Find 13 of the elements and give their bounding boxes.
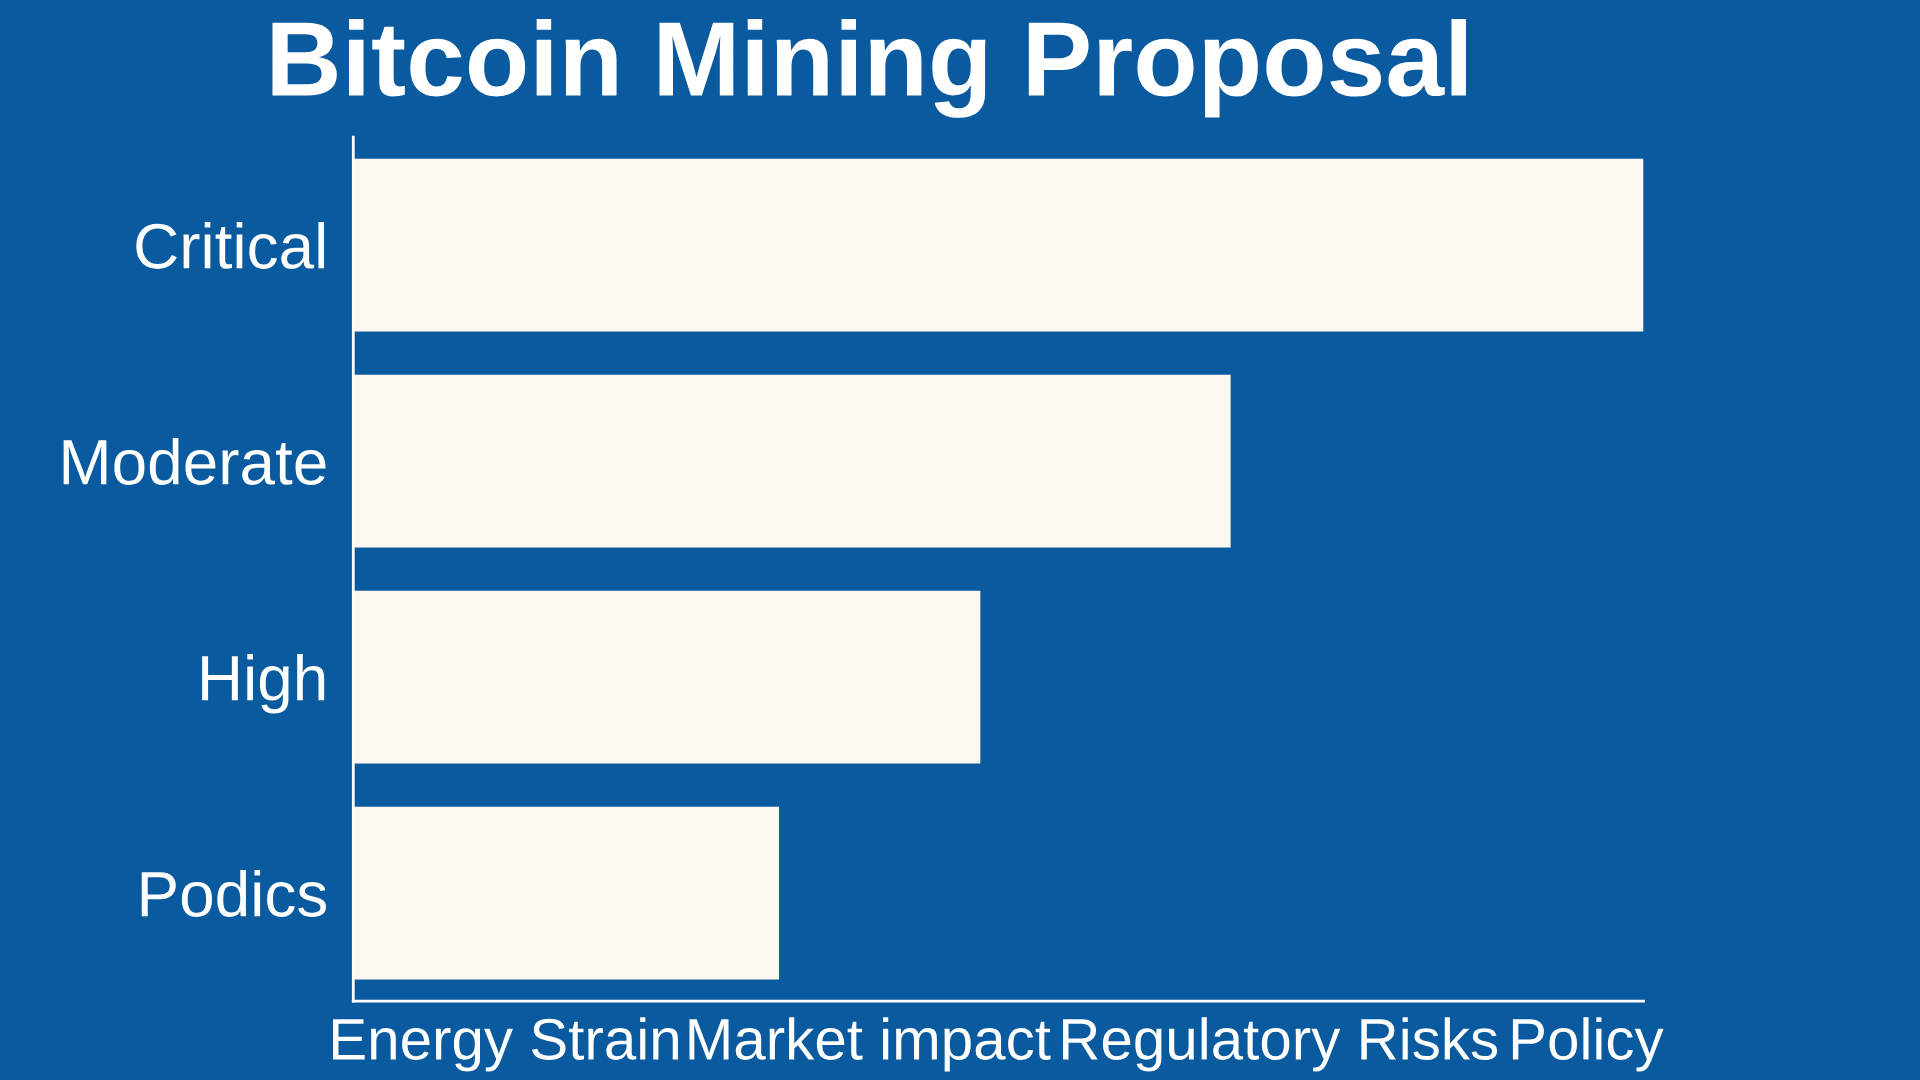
bar: [353, 806, 780, 980]
bar: [353, 158, 1644, 332]
text: Regulatory Risks: [1063, 1017, 1498, 1072]
y-tick-label: Critical: [136, 222, 325, 269]
y-tick-label: High: [202, 654, 325, 714]
y-tick-label: Podics: [141, 870, 326, 917]
text: Market impact: [689, 1017, 1051, 1072]
y-tick-label: Moderate: [63, 438, 326, 485]
text: Energy Strain: [333, 1017, 678, 1072]
bar: [353, 590, 981, 764]
bar: [353, 374, 1231, 548]
chart-title: Bitcoin Mining Proposal: [272, 19, 1466, 118]
text: Policy: [1512, 1017, 1664, 1072]
